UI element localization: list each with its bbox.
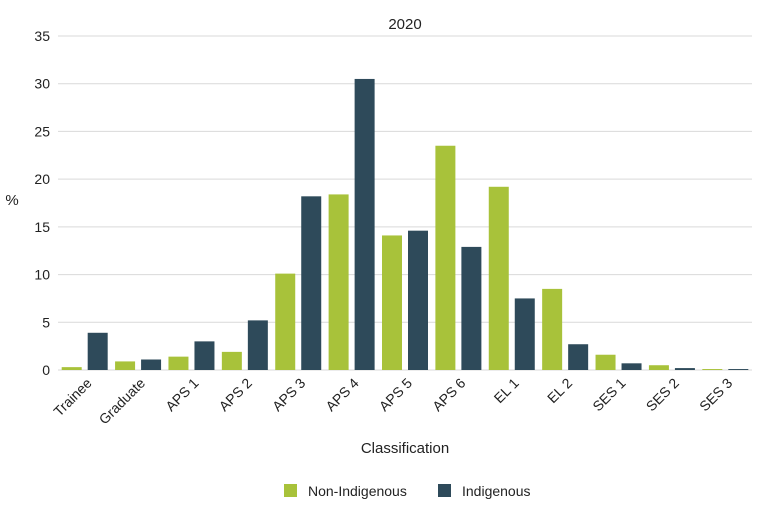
bar [194, 341, 215, 370]
y-axis-ticks: 0 5 10 15 20 25 30 35 [34, 28, 50, 378]
y-tick-label: 10 [34, 267, 50, 283]
bar [275, 273, 296, 370]
bar [382, 235, 402, 370]
bar [354, 78, 375, 370]
bar [702, 369, 723, 370]
y-axis-title: % [5, 192, 18, 209]
y-tick-label: 5 [42, 314, 50, 330]
y-tick-label: 30 [34, 76, 50, 92]
bar [247, 320, 268, 370]
y-tick-label: 20 [34, 171, 50, 187]
bar [461, 246, 482, 370]
bar [621, 363, 642, 370]
x-tick-label: APS 4 [322, 375, 362, 415]
x-tick-label: EL 1 [491, 375, 522, 406]
bar [141, 359, 162, 370]
bar [301, 196, 322, 370]
bar [87, 332, 108, 370]
x-tick-label: APS 5 [376, 375, 416, 415]
bar [728, 369, 749, 370]
bar [408, 230, 428, 370]
bar [648, 365, 669, 370]
x-tick-label: APS 1 [162, 375, 202, 415]
bar [542, 288, 563, 370]
legend-label: Non-Indigenous [308, 483, 407, 499]
gridlines [58, 35, 752, 371]
y-tick-label: 15 [34, 219, 50, 235]
legend-swatch [284, 484, 297, 497]
chart-title: 2020 [388, 16, 421, 33]
bar [168, 356, 189, 370]
bar [221, 351, 242, 370]
bars [61, 78, 749, 370]
x-axis-ticks: Trainee Graduate APS 1 APS 2 APS 3 APS 4 APS 5… [50, 375, 735, 428]
y-tick-label: 35 [34, 28, 50, 44]
legend-label: Indigenous [462, 483, 531, 499]
x-tick-label: SES 2 [643, 375, 683, 415]
x-tick-label: APS 2 [216, 375, 256, 415]
bar [488, 186, 509, 370]
bar [115, 361, 136, 370]
bar [595, 354, 616, 370]
legend: Non-Indigenous Indigenous [284, 483, 531, 499]
y-tick-label: 0 [42, 362, 50, 378]
x-tick-label: APS 3 [269, 375, 309, 415]
bar [674, 368, 695, 370]
x-axis-title: Classification [361, 440, 449, 457]
x-tick-label: APS 6 [429, 375, 469, 415]
bar [435, 145, 456, 370]
y-tick-label: 25 [34, 123, 50, 139]
bar [328, 194, 349, 370]
bar [514, 298, 535, 370]
bar [61, 367, 82, 370]
bar [568, 344, 589, 370]
legend-swatch [438, 484, 451, 497]
x-tick-label: Graduate [96, 375, 149, 428]
x-tick-label: SES 3 [696, 375, 736, 415]
x-tick-label: Trainee [50, 375, 95, 420]
x-tick-label: SES 1 [589, 375, 629, 415]
x-tick-label: EL 2 [544, 375, 575, 406]
